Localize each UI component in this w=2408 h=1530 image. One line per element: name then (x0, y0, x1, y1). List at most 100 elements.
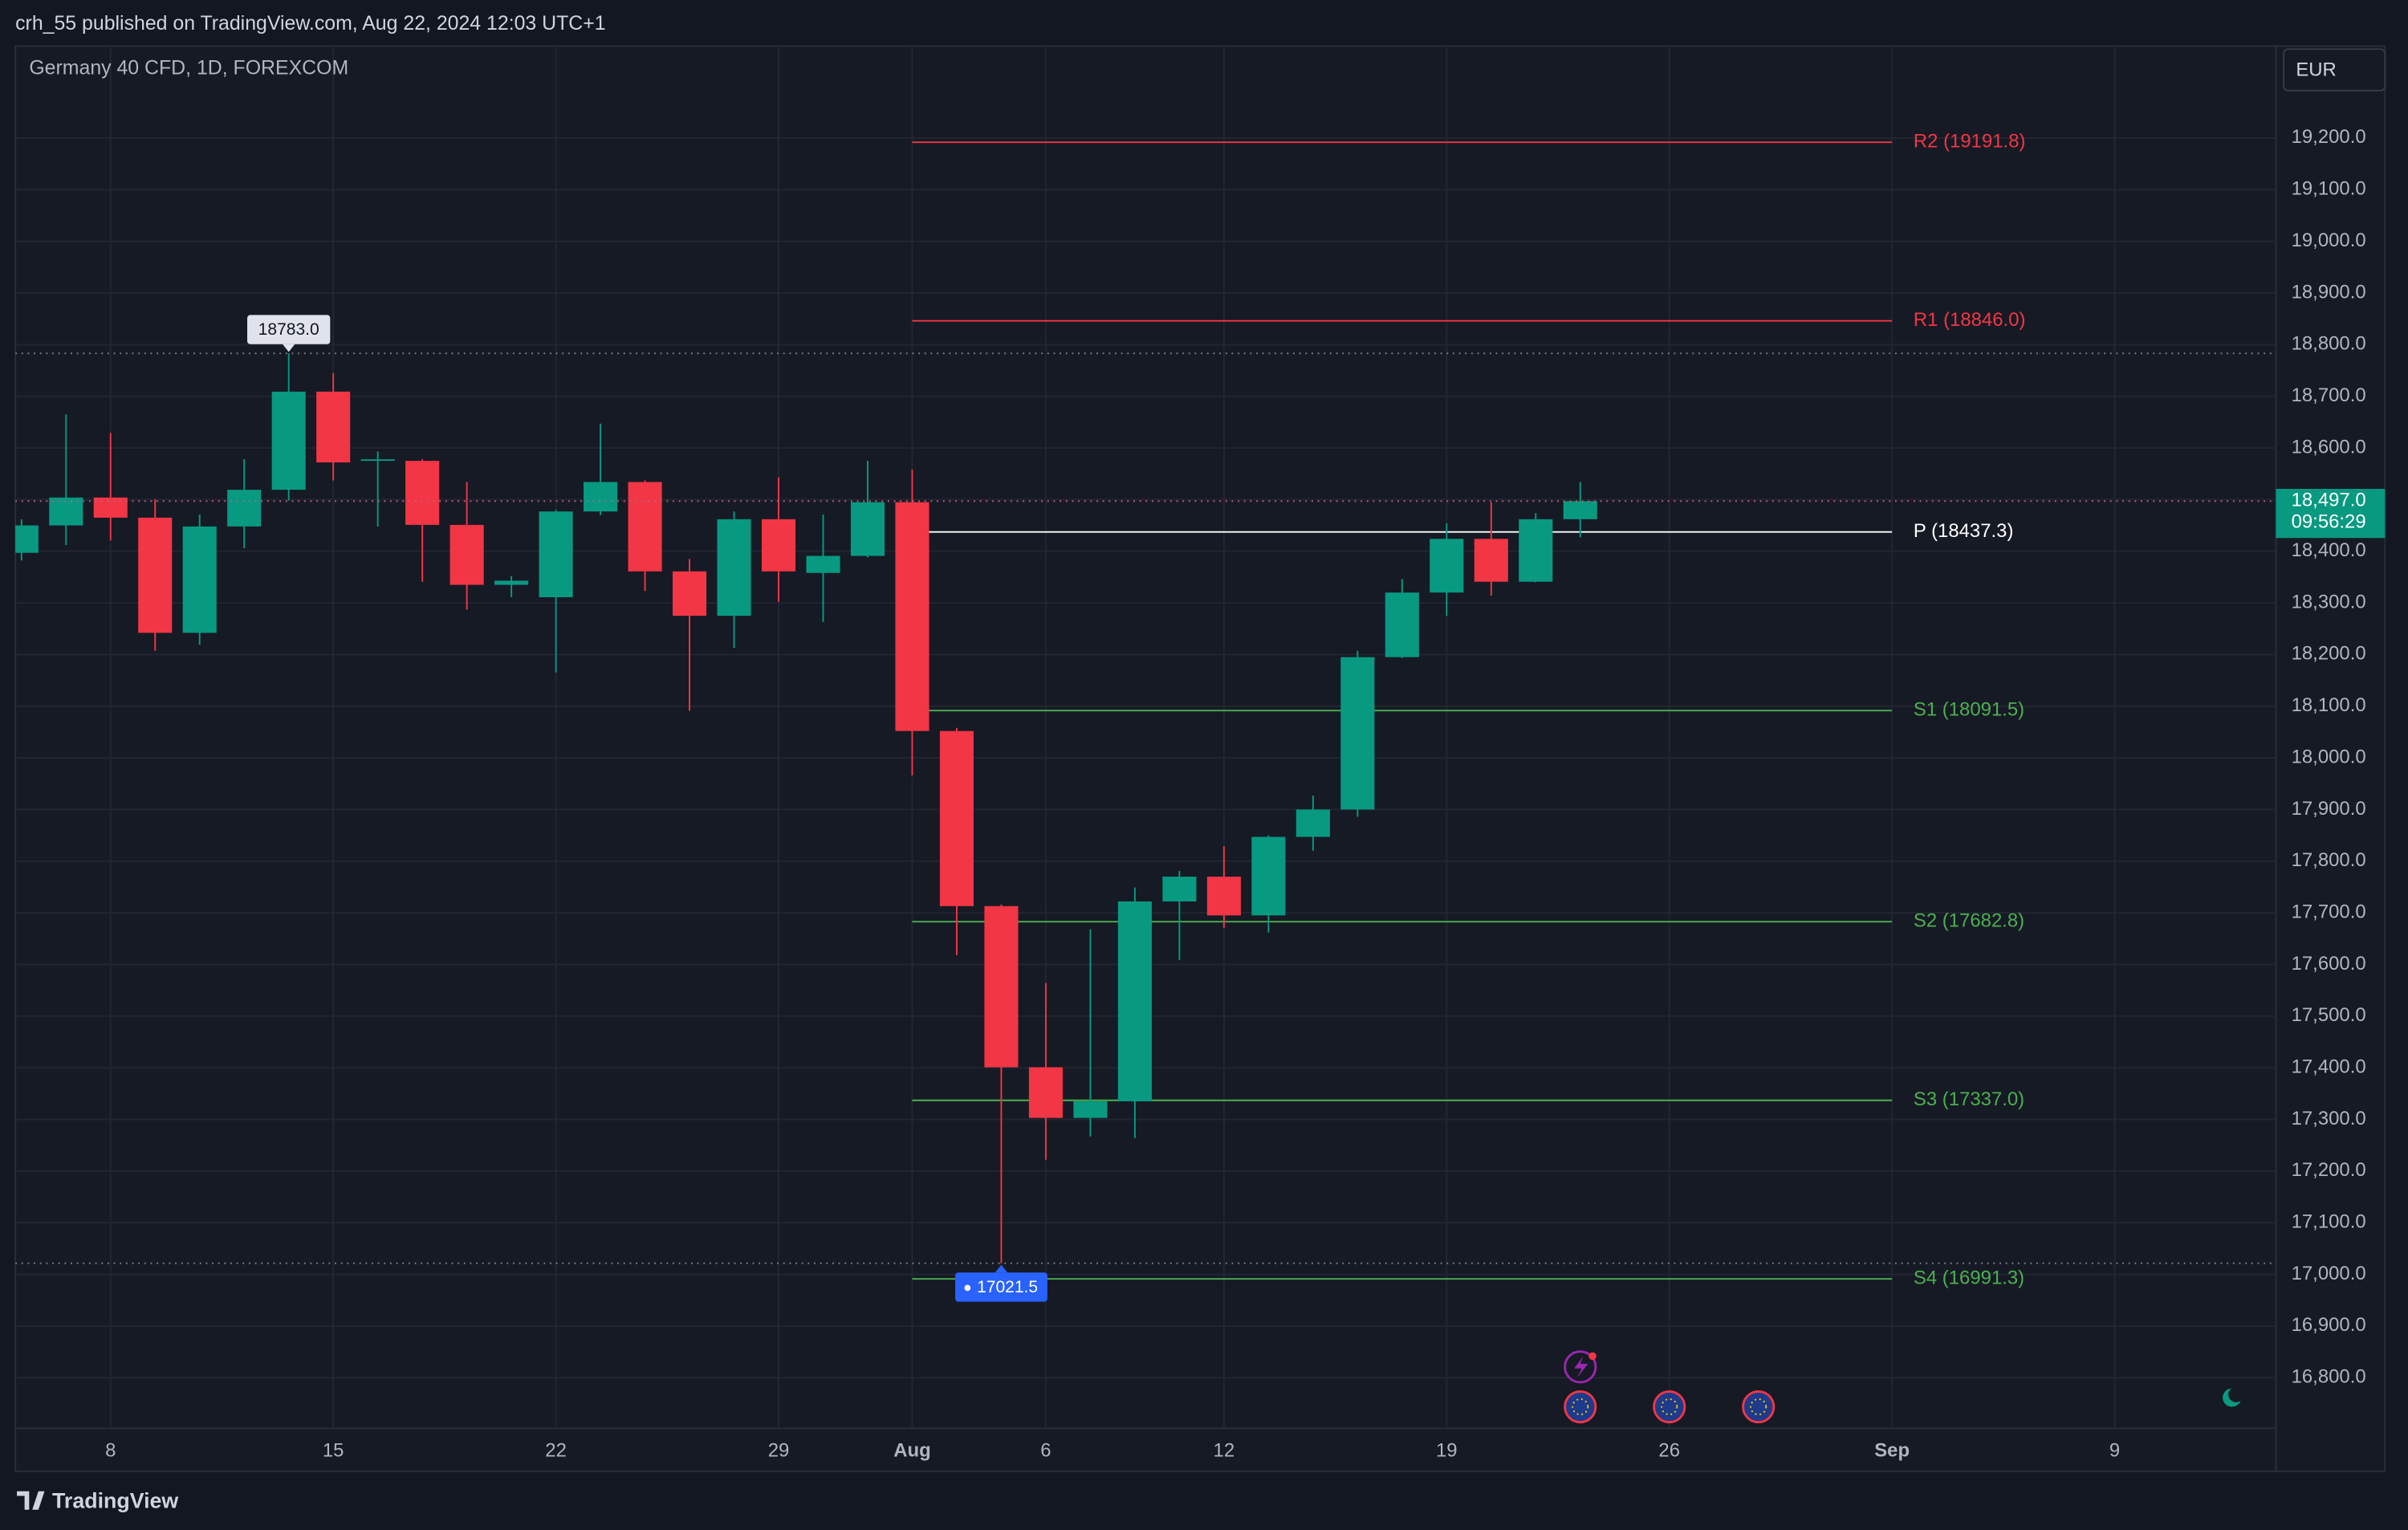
eu-stars (1661, 1398, 1678, 1416)
low-marker-box (955, 1272, 1047, 1302)
y-tick-label: 18,300.0 (2292, 591, 2366, 612)
candle-body (494, 580, 529, 585)
eu-event-icon[interactable] (1564, 1390, 1597, 1424)
candle-body (227, 490, 262, 527)
pivot-label: S3 (17337.0) (1914, 1088, 2024, 1110)
low-marker-icon (964, 1284, 971, 1292)
candle-body (1206, 877, 1241, 916)
y-tick-label: 18,400.0 (2292, 539, 2366, 561)
x-tick-label: 8 (105, 1439, 116, 1461)
candle-body (1073, 1101, 1108, 1118)
y-tick-label: 18,800.0 (2292, 333, 2366, 355)
y-tick-label: 19,100.0 (2292, 178, 2366, 200)
eu-stars (1572, 1398, 1589, 1416)
footer-brand: TradingView (52, 1488, 178, 1512)
x-tick-label: Sep (1874, 1439, 1910, 1461)
pivot-label: S4 (16991.3) (1914, 1267, 2024, 1288)
candle-body (806, 555, 840, 573)
candle-body (1162, 877, 1197, 901)
high-marker-box (247, 315, 331, 344)
chart-panel (14, 45, 2386, 1472)
y-tick-label: 17,800.0 (2292, 849, 2366, 871)
x-tick-label: 6 (1040, 1439, 1051, 1461)
x-tick-label: 19 (1436, 1439, 1458, 1461)
candle-body (182, 526, 217, 633)
y-tick-label: 17,500.0 (2292, 1004, 2366, 1026)
candle-body (49, 497, 83, 526)
pivot-label: S2 (17682.8) (1914, 910, 2024, 932)
eu-stars (1750, 1398, 1767, 1416)
plot (15, 141, 2276, 1280)
y-tick-label: 16,800.0 (2292, 1366, 2366, 1388)
eu-event-icon[interactable] (1653, 1390, 1686, 1424)
candle-body (939, 730, 974, 906)
candle-body (1117, 901, 1152, 1102)
header: crh_55 published on TradingView.com, Aug… (15, 12, 605, 35)
pivot-label: P (18437.3) (1914, 520, 2014, 542)
candle-body (895, 502, 929, 731)
candle-body (360, 459, 395, 462)
candle-body (138, 517, 173, 633)
y-tick-label: 17,000.0 (2292, 1263, 2366, 1284)
y-tick-label: 19,000.0 (2292, 230, 2366, 251)
candle-body (316, 391, 351, 463)
countdown: 09:56:29 (2292, 511, 2366, 532)
y-tick-label: 17,200.0 (2292, 1159, 2366, 1181)
y-tick-label: 18,200.0 (2292, 643, 2366, 665)
candle-body (1563, 501, 1597, 519)
x-tick-label: 26 (1658, 1439, 1680, 1461)
x-tick-label: 29 (768, 1439, 790, 1461)
x-tick-label: 12 (1214, 1439, 1235, 1461)
x-tick-label: 15 (323, 1439, 344, 1461)
candle-body (673, 571, 707, 616)
event-dot (1588, 1352, 1597, 1361)
pivot-label: R2 (19191.8) (1914, 131, 2026, 153)
candle-body (539, 511, 573, 597)
candle-body (1028, 1067, 1063, 1118)
candle-body (584, 482, 618, 512)
candle-body (1519, 519, 1553, 582)
candle-body (405, 461, 440, 525)
candle-body (1340, 657, 1375, 810)
candle-body (1251, 836, 1286, 916)
x-tick-label: 9 (2109, 1439, 2120, 1461)
high-marker-label: 18783.0 (258, 320, 319, 339)
y-tick-label: 18,000.0 (2292, 746, 2366, 767)
y-tick-label: 17,600.0 (2292, 953, 2366, 975)
y-tick-label: 17,900.0 (2292, 798, 2366, 820)
candle-body (1385, 592, 1419, 657)
last-price-label: 18,497.0 (2292, 490, 2366, 511)
candle-body (628, 482, 662, 572)
y-tick-label: 17,400.0 (2292, 1056, 2366, 1078)
session-icon[interactable] (2223, 1388, 2241, 1407)
y-tick-label: 18,700.0 (2292, 385, 2366, 406)
y-tick-label: 17,700.0 (2292, 901, 2366, 922)
candle-body (449, 524, 484, 585)
candle-body (984, 905, 1019, 1068)
candle-body (1474, 539, 1508, 582)
y-tick-label: 18,600.0 (2292, 436, 2366, 458)
high-marker-pointer (283, 344, 295, 352)
currency[interactable]: EUR (2296, 59, 2336, 80)
x-tick-label: 22 (545, 1439, 567, 1461)
low-marker-label: 17021.5 (977, 1278, 1038, 1296)
x-tick-label: Aug (893, 1439, 930, 1461)
y-tick-label: 18,900.0 (2292, 281, 2366, 303)
currency-box[interactable] (2283, 48, 2386, 92)
event-icons (1564, 1350, 1775, 1424)
candle-body (271, 391, 306, 490)
candle-body (93, 497, 128, 518)
y-tick-label: 17,300.0 (2292, 1108, 2366, 1129)
eu-event-icon[interactable] (1742, 1390, 1775, 1424)
candle-body (717, 519, 751, 616)
candle-body (761, 519, 796, 572)
candle-body (850, 502, 885, 556)
footer-logo (17, 1491, 45, 1510)
last-price-box (2276, 488, 2386, 539)
y-tick-label: 17,100.0 (2292, 1211, 2366, 1233)
pivot-label: R1 (18846.0) (1914, 309, 2026, 331)
low-marker-pointer (995, 1264, 1008, 1273)
y-tick-label: 16,900.0 (2292, 1314, 2366, 1336)
